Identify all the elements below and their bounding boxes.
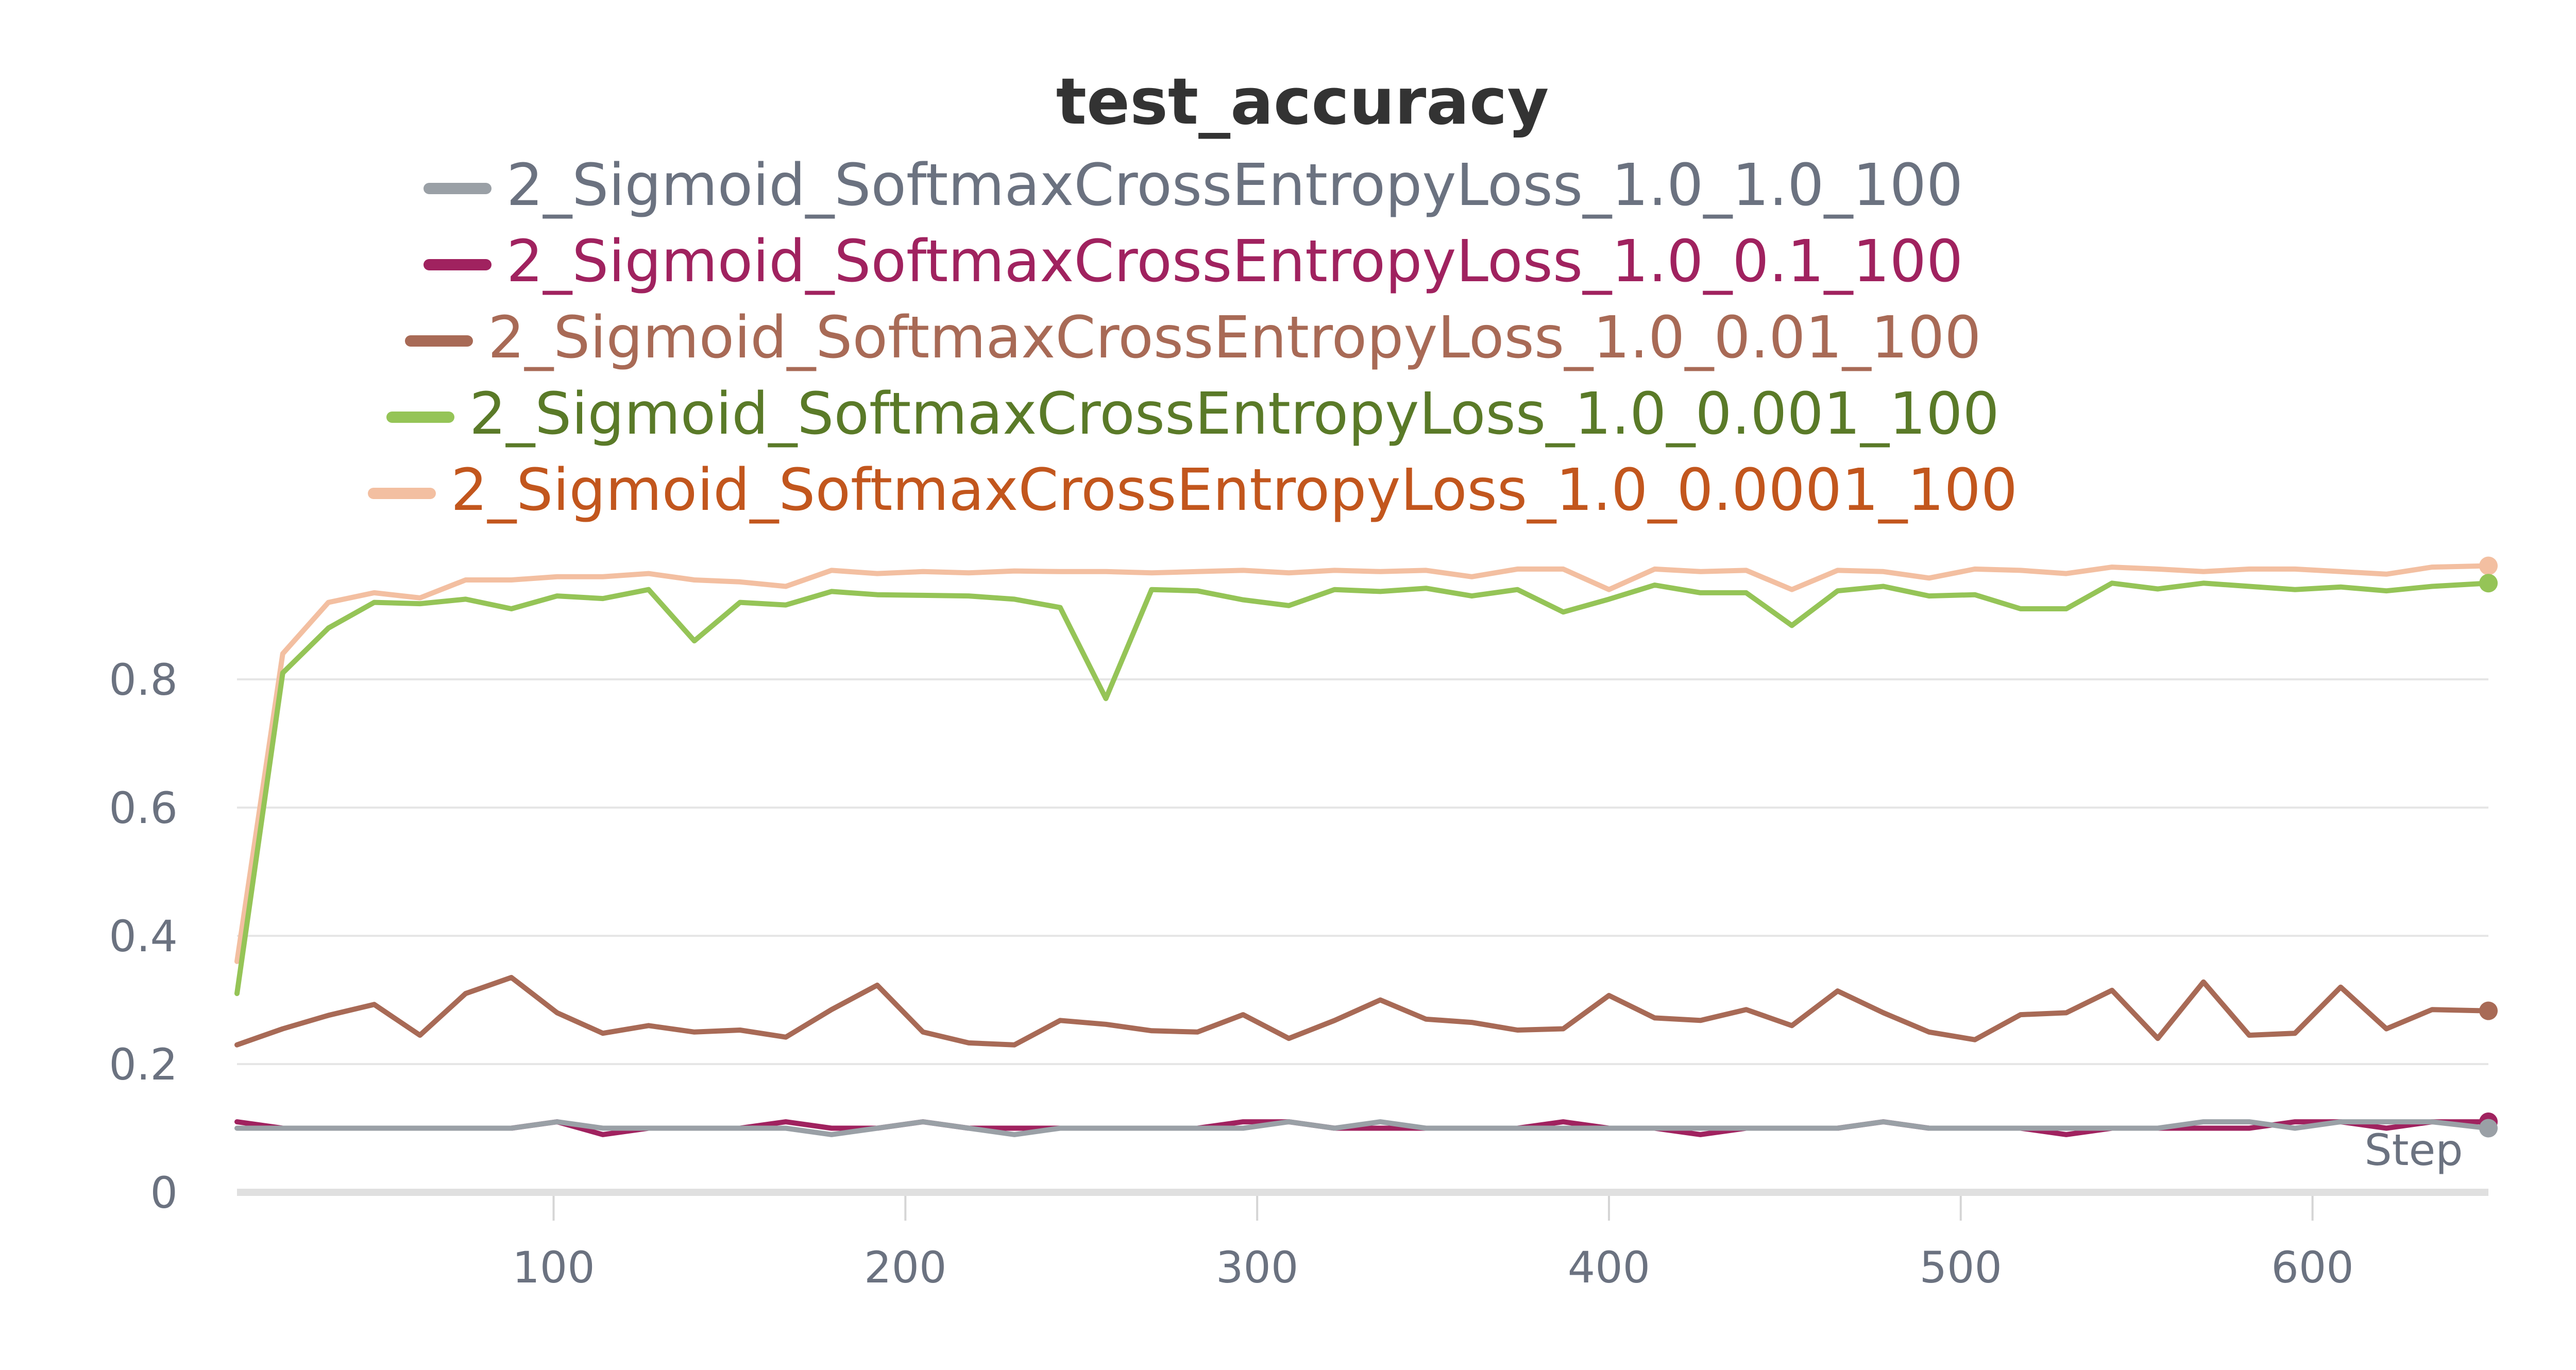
series-line: [234, 580, 2491, 996]
y-tick-label: 0: [150, 1168, 178, 1218]
series-line: [234, 563, 2491, 964]
series-endpoint: [2479, 574, 2498, 593]
y-tick-label: 0.6: [109, 783, 178, 833]
grid: [237, 678, 2488, 1065]
series-endpoint: [2479, 1001, 2498, 1020]
x-tick-label: 400: [1568, 1242, 1650, 1293]
y-tick-label: 0.2: [109, 1039, 178, 1090]
series-lines: [234, 563, 2491, 1137]
x-axis-label: Step: [2364, 1125, 2463, 1175]
x-tick-label: 100: [512, 1242, 595, 1293]
x-tick-label: 200: [864, 1242, 946, 1293]
series-line: [234, 974, 2491, 1048]
x-tick-label: 500: [1920, 1242, 2002, 1293]
chart-title: test_accuracy: [1056, 65, 1549, 139]
legend: 2_Sigmoid_SoftmaxCrossEntropyLoss_1.0_1.…: [368, 152, 2018, 524]
series-line: [234, 1119, 2491, 1137]
y-axis: 0 0.2 0.4 0.6 0.8: [109, 655, 178, 1218]
legend-label: 2_Sigmoid_SoftmaxCrossEntropyLoss_1.0_0.…: [469, 381, 1999, 448]
legend-label: 2_Sigmoid_SoftmaxCrossEntropyLoss_1.0_0.…: [451, 457, 2018, 524]
x-axis: 100 200 300 400 500 600: [237, 1189, 2488, 1293]
y-tick-label: 0.4: [109, 911, 178, 962]
legend-label: 2_Sigmoid_SoftmaxCrossEntropyLoss_1.0_0.…: [488, 304, 1981, 371]
legend-label: 2_Sigmoid_SoftmaxCrossEntropyLoss_1.0_1.…: [506, 152, 1963, 219]
y-tick-label: 0.8: [109, 655, 178, 705]
series-endpoint: [2479, 556, 2498, 575]
series-endpoints: [2479, 556, 2498, 1138]
legend-label: 2_Sigmoid_SoftmaxCrossEntropyLoss_1.0_0.…: [506, 228, 1963, 295]
series-endpoint: [2479, 1119, 2498, 1138]
x-tick-label: 600: [2271, 1242, 2353, 1293]
x-tick-label: 300: [1216, 1242, 1298, 1293]
